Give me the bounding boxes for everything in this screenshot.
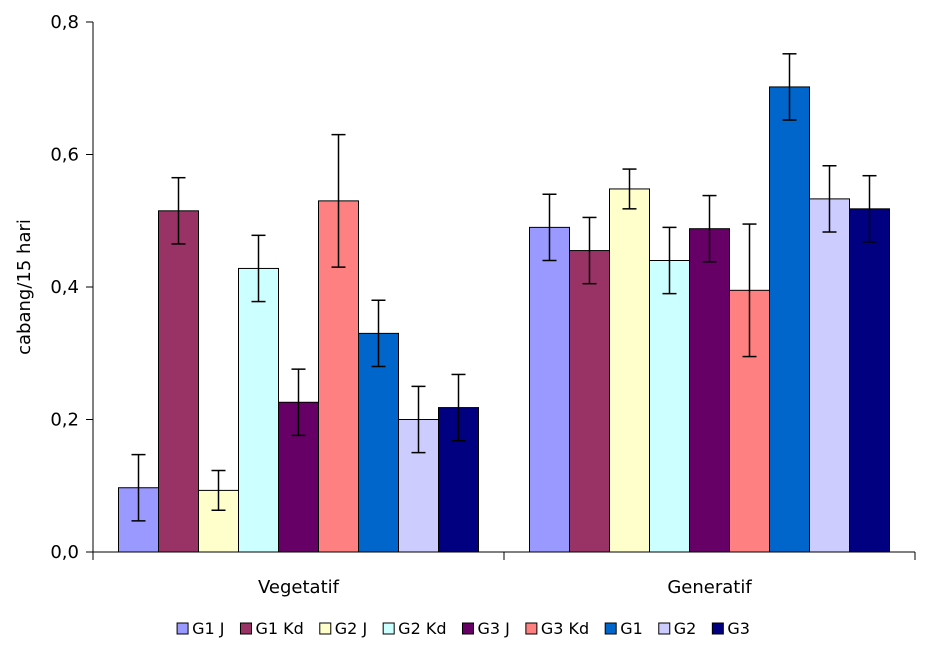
legend-label: G1 Kd <box>255 619 303 638</box>
legend-label: G3 <box>727 619 750 638</box>
x-axis: Vegetatif Generatif <box>92 551 916 598</box>
legend-label: G2 Kd <box>398 619 446 638</box>
x-category-label: Vegetatif <box>258 577 340 598</box>
legend-label: G1 <box>620 619 643 638</box>
legend-swatch <box>525 622 538 635</box>
bar <box>809 198 850 553</box>
y-axis: 0,0 0,2 0,4 0,6 0,8 <box>50 12 94 563</box>
legend-swatch <box>239 622 252 635</box>
bar <box>649 260 690 553</box>
legend-swatch <box>461 622 474 635</box>
legend-swatch <box>176 622 189 635</box>
bar <box>569 250 610 553</box>
bar <box>158 210 199 553</box>
legend-swatch <box>319 622 332 635</box>
legend-label: G3 J <box>477 619 509 638</box>
bar <box>529 226 570 553</box>
y-tick-label: 0,2 <box>50 410 79 431</box>
legend: G1 J G1 Kd G2 J G2 Kd G3 J G3 Kd G1 G2 G3 <box>176 619 750 638</box>
bar <box>849 208 890 553</box>
bar <box>689 228 730 553</box>
x-category-label: Generatif <box>667 577 752 598</box>
y-tick-label: 0,4 <box>50 277 79 298</box>
bar <box>358 332 399 553</box>
legend-label: G2 <box>674 619 697 638</box>
legend-swatch <box>711 622 724 635</box>
y-tick-label: 0,0 <box>50 542 79 563</box>
legend-swatch <box>658 622 671 635</box>
bar <box>238 267 279 553</box>
y-tick-label: 0,6 <box>50 145 79 166</box>
legend-swatch <box>604 622 617 635</box>
y-tick-label: 0,8 <box>50 12 79 33</box>
bar <box>609 188 650 553</box>
bars <box>118 53 890 553</box>
bar <box>769 86 810 553</box>
bar <box>438 407 479 553</box>
legend-swatch <box>382 622 395 635</box>
legend-label: G2 J <box>335 619 367 638</box>
legend-label: G1 J <box>192 619 224 638</box>
legend-label: G3 Kd <box>541 619 589 638</box>
y-axis-title: cabang/15 hari <box>14 219 35 355</box>
